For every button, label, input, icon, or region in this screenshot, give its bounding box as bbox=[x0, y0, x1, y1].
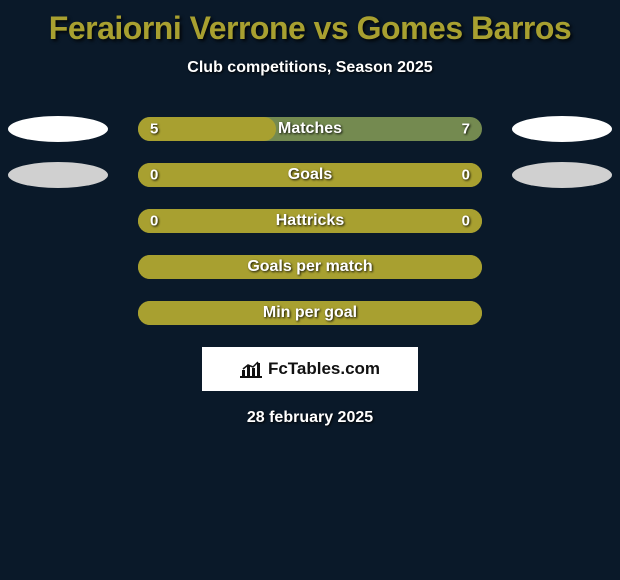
stat-row-matches: 5 Matches 7 bbox=[0, 117, 620, 141]
stat-row-goals: 0 Goals 0 bbox=[0, 163, 620, 187]
page-title: Feraiorni Verrone vs Gomes Barros bbox=[49, 10, 571, 47]
stat-row-min-per-goal: Min per goal bbox=[0, 301, 620, 325]
logo-box: FcTables.com bbox=[202, 347, 418, 391]
stat-bar: Min per goal bbox=[138, 301, 482, 325]
stat-bar: 0 Goals 0 bbox=[138, 163, 482, 187]
stat-bar: Goals per match bbox=[138, 255, 482, 279]
stat-bar: 5 Matches 7 bbox=[138, 117, 482, 141]
logo-text: FcTables.com bbox=[268, 359, 380, 379]
stat-rows: 5 Matches 7 0 Goals 0 0 Hat bbox=[0, 117, 620, 325]
player-blob-left bbox=[8, 116, 108, 142]
stat-bar: 0 Hattricks 0 bbox=[138, 209, 482, 233]
page-subtitle: Club competitions, Season 2025 bbox=[187, 59, 432, 77]
player-blob-right bbox=[512, 116, 612, 142]
chart-icon bbox=[240, 360, 262, 378]
player-blob-left bbox=[8, 162, 108, 188]
stat-label: Goals bbox=[138, 166, 482, 184]
stat-row-goals-per-match: Goals per match bbox=[0, 255, 620, 279]
comparison-infographic: Feraiorni Verrone vs Gomes Barros Club c… bbox=[0, 0, 620, 437]
stat-row-hattricks: 0 Hattricks 0 bbox=[0, 209, 620, 233]
player-blob-right bbox=[512, 162, 612, 188]
stat-label: Goals per match bbox=[138, 258, 482, 276]
value-right: 0 bbox=[462, 167, 470, 184]
stat-label: Min per goal bbox=[138, 304, 482, 322]
stat-label: Matches bbox=[138, 120, 482, 138]
date-label: 28 february 2025 bbox=[247, 409, 373, 427]
value-right: 7 bbox=[462, 121, 470, 138]
stat-label: Hattricks bbox=[138, 212, 482, 230]
value-right: 0 bbox=[462, 213, 470, 230]
